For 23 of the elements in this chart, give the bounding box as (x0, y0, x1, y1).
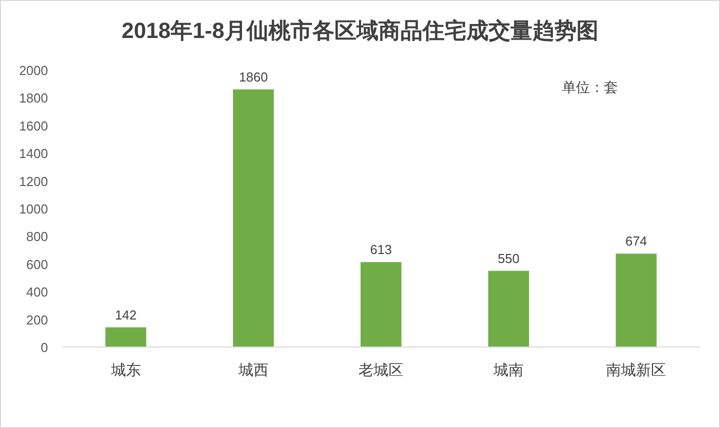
y-tick-label: 1800 (19, 90, 48, 106)
x-tick-label: 城南 (492, 362, 524, 379)
data-label: 674 (625, 234, 648, 249)
y-tick-label: 600 (26, 256, 48, 272)
data-label: 1860 (238, 69, 268, 84)
title: 2018年1-8月仙桃市各区域商品住宅成交量趋势图 (122, 18, 598, 43)
data-label: 550 (498, 250, 520, 266)
y-tick-label: 200 (26, 312, 48, 328)
y-tick-label: 800 (26, 229, 48, 244)
y-tick-label: 400 (26, 284, 48, 300)
data-label: 142 (114, 307, 137, 322)
y-tick-label: 1400 (19, 146, 48, 162)
x-tick-label: 城西 (237, 362, 268, 379)
annotation: 单位：套 (562, 79, 618, 95)
data-label: 613 (370, 242, 392, 258)
x-tick-label: 南城新区 (606, 362, 666, 379)
y-tick-label: 2000 (19, 63, 48, 78)
x-tick-label: 老城区 (358, 362, 404, 379)
y-tick-label: 1600 (19, 118, 48, 134)
y-tick-label: 1000 (19, 202, 48, 216)
x-tick-label: 城东 (110, 362, 141, 379)
y-tick-label: 0 (40, 340, 48, 355)
y-tick-label: 1200 (19, 174, 48, 189)
